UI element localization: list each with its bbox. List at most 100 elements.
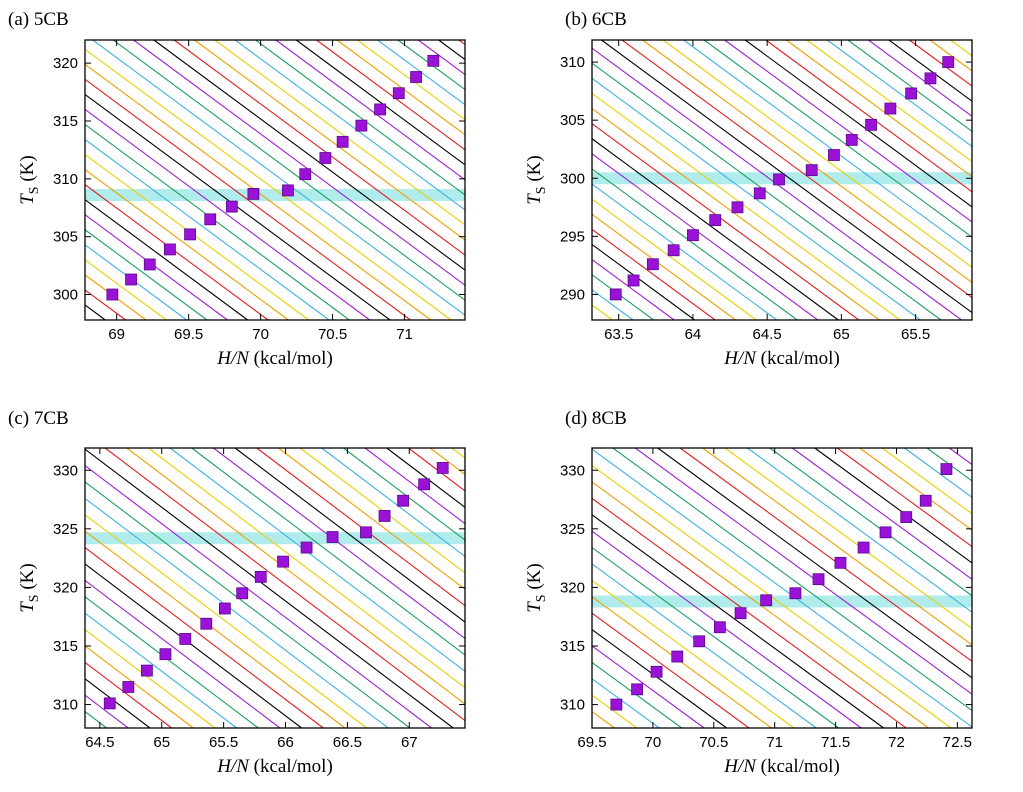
isoline	[724, 447, 973, 630]
x-tick-label: 72	[888, 734, 905, 751]
isoline	[747, 447, 973, 613]
x-tick-label: 64.5	[85, 734, 114, 751]
isoline	[213, 447, 466, 639]
isoline	[591, 123, 860, 321]
plot-frame	[84, 39, 466, 321]
isoline	[859, 447, 973, 531]
isoline	[84, 579, 281, 729]
data-point	[392, 87, 405, 100]
isoline	[881, 447, 973, 515]
y-tick-label: 305	[53, 229, 78, 246]
isoline	[84, 497, 389, 729]
isoline	[408, 447, 466, 492]
x-tick-label: 70	[252, 326, 269, 343]
x-tick-label: 64.5	[753, 326, 782, 343]
y-tick-label: 325	[560, 521, 585, 538]
y-tick-label: 300	[53, 287, 78, 304]
data-points	[609, 56, 955, 301]
isoline	[591, 108, 880, 321]
y-tick-label: 310	[53, 171, 78, 188]
data-point	[924, 72, 937, 85]
isoline	[112, 39, 466, 301]
y-tick-label: 315	[53, 113, 78, 130]
data-point	[709, 214, 722, 226]
isoline	[591, 153, 819, 321]
data-point	[200, 617, 213, 630]
data-point	[919, 494, 932, 507]
y-tick-label: 315	[560, 638, 585, 655]
y-tick-label: 305	[560, 112, 585, 129]
isoline	[591, 62, 942, 321]
isoline	[601, 39, 973, 314]
y-tick-label: 290	[560, 286, 585, 303]
y-tick-label: 320	[53, 579, 78, 596]
isoline	[84, 229, 208, 321]
data-point	[609, 288, 622, 301]
data-point	[299, 168, 312, 181]
y-axis-label: TS (K)	[524, 155, 549, 205]
isoline	[591, 138, 839, 321]
isoline	[591, 645, 705, 729]
data-point	[812, 573, 825, 586]
isoline	[316, 39, 466, 151]
isoline	[84, 139, 330, 321]
isoline	[84, 629, 216, 729]
isoline	[84, 108, 371, 321]
y-tick-label: 310	[53, 697, 78, 714]
x-tick-label: 71	[396, 326, 413, 343]
data-point	[247, 187, 260, 200]
data-point	[760, 594, 773, 607]
isoline	[417, 39, 466, 76]
data-points	[610, 463, 953, 711]
y-tick-label: 320	[560, 579, 585, 596]
y-tick-label: 325	[53, 521, 78, 538]
isoline	[662, 39, 973, 268]
isoline	[591, 530, 862, 729]
y-tick-label: 330	[53, 462, 78, 479]
data-point	[140, 664, 153, 677]
isoline	[591, 259, 675, 321]
isoline	[126, 447, 466, 705]
data-point	[410, 71, 422, 83]
panel-label: (c) 7CB	[8, 408, 69, 429]
x-tick-label: 69.5	[174, 326, 203, 343]
data-point	[106, 288, 119, 301]
data-point	[143, 258, 156, 271]
isoline	[84, 678, 151, 729]
x-tick-label: 71.5	[821, 734, 850, 751]
transition-band	[592, 595, 972, 608]
isoline	[84, 547, 324, 729]
isoline	[278, 447, 466, 590]
isoline	[724, 39, 973, 223]
x-tick-label: 63.5	[604, 326, 633, 343]
panel-label: (d) 8CB	[565, 408, 627, 429]
x-tick-label: 66	[277, 734, 294, 751]
data-point	[631, 683, 643, 696]
data-point	[834, 556, 847, 569]
isolines	[84, 447, 466, 729]
data-point	[734, 607, 747, 620]
isoline	[591, 304, 613, 321]
isoline	[847, 39, 973, 132]
y-tick-label: 295	[560, 228, 585, 245]
y-axis-label: TS (K)	[524, 563, 549, 613]
y-tick-label: 330	[560, 462, 585, 479]
isoline	[591, 213, 737, 321]
isoline	[765, 39, 973, 193]
data-point	[884, 102, 897, 115]
data-points	[103, 462, 449, 710]
isoline	[84, 645, 194, 729]
isoline	[904, 447, 973, 498]
isoline	[84, 214, 228, 321]
isoline	[814, 447, 973, 564]
isoline	[255, 39, 466, 196]
panel-5cb: (a) 5CB 69 69.5 70 70.5 71 300 305 310 315 320 H/N …	[8, 9, 466, 369]
isoline	[84, 289, 127, 321]
data-point	[650, 665, 663, 678]
data-point	[773, 173, 785, 186]
isoline	[612, 447, 973, 712]
isoline	[234, 447, 466, 623]
data-points	[106, 54, 440, 301]
data-point	[360, 526, 372, 539]
data-point	[687, 229, 699, 242]
